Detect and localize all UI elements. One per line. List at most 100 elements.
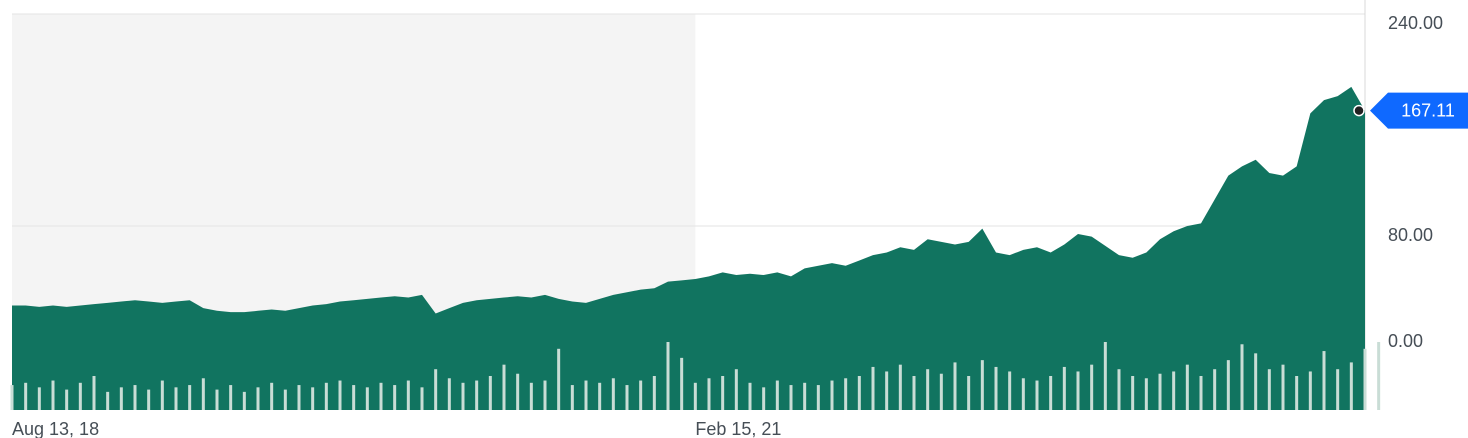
volume-bar bbox=[529, 382, 533, 410]
volume-bar bbox=[1199, 376, 1203, 410]
volume-bar bbox=[133, 385, 137, 410]
volume-bar bbox=[1336, 369, 1340, 410]
volume-bar bbox=[967, 376, 971, 410]
volume-bar bbox=[10, 385, 14, 410]
volume-bar bbox=[78, 382, 82, 410]
volume-bar bbox=[1308, 371, 1312, 410]
volume-bar bbox=[1226, 360, 1230, 410]
volume-bar bbox=[912, 376, 916, 410]
y-tick-label: 240.00 bbox=[1388, 13, 1443, 33]
x-tick-label: Feb 15, 21 bbox=[695, 419, 781, 438]
volume-bar bbox=[24, 382, 28, 410]
volume-bar bbox=[871, 366, 875, 410]
volume-bar bbox=[1322, 351, 1326, 410]
volume-bar bbox=[1144, 378, 1148, 410]
volume-bar bbox=[734, 369, 738, 410]
volume-bar bbox=[447, 378, 451, 410]
volume-bar bbox=[1240, 344, 1244, 410]
volume-bar bbox=[994, 366, 998, 410]
y-tick-label: 0.00 bbox=[1388, 331, 1423, 351]
volume-bar bbox=[256, 387, 260, 410]
volume-bar bbox=[37, 387, 41, 410]
volume-bar bbox=[652, 376, 656, 410]
y-tick-label: 80.00 bbox=[1388, 225, 1433, 245]
volume-bar bbox=[666, 342, 670, 410]
volume-bar bbox=[1131, 376, 1135, 410]
volume-bar bbox=[598, 382, 602, 410]
volume-bar bbox=[229, 385, 233, 410]
volume-bar bbox=[1090, 364, 1094, 410]
price-badge bbox=[1370, 92, 1468, 129]
volume-bar bbox=[885, 371, 889, 410]
volume-bar bbox=[625, 385, 629, 410]
volume-bar bbox=[297, 385, 301, 410]
volume-bar bbox=[1158, 373, 1162, 410]
volume-bar bbox=[174, 387, 178, 410]
volume-bar bbox=[803, 382, 807, 410]
volume-bar bbox=[707, 378, 711, 410]
volume-bar bbox=[857, 376, 861, 410]
volume-bar bbox=[775, 380, 779, 410]
volume-bar bbox=[570, 385, 574, 410]
volume-bar bbox=[434, 369, 438, 410]
volume-bar bbox=[147, 389, 151, 410]
volume-bar bbox=[762, 387, 766, 410]
volume-bar bbox=[543, 380, 547, 410]
volume-bar bbox=[65, 389, 69, 410]
volume-bar bbox=[393, 385, 397, 410]
volume-bar bbox=[1076, 371, 1080, 410]
volume-bar bbox=[1295, 376, 1299, 410]
volume-bar bbox=[1281, 364, 1285, 410]
volume-bar bbox=[461, 382, 465, 410]
volume-bar bbox=[502, 364, 506, 410]
volume-bar bbox=[1185, 364, 1189, 410]
volume-bar bbox=[270, 382, 274, 410]
x-tick-label: Aug 13, 18 bbox=[12, 419, 99, 438]
volume-bar bbox=[215, 389, 219, 410]
price-badge-label: 167.11 bbox=[1401, 100, 1455, 120]
volume-bar bbox=[680, 357, 684, 410]
volume-bar bbox=[1062, 366, 1066, 410]
volume-bar bbox=[283, 389, 287, 410]
volume-bar bbox=[119, 387, 123, 410]
volume-bar bbox=[844, 378, 848, 410]
volume-bar bbox=[953, 362, 957, 410]
price-area bbox=[12, 86, 1365, 410]
volume-bar bbox=[1363, 348, 1367, 410]
volume-bar bbox=[939, 373, 943, 410]
volume-bar bbox=[406, 380, 410, 410]
volume-bar bbox=[926, 369, 930, 410]
volume-bar bbox=[311, 387, 315, 410]
volume-bar bbox=[488, 376, 492, 410]
volume-bar bbox=[693, 382, 697, 410]
volume-bar bbox=[1377, 342, 1381, 410]
volume-bar bbox=[557, 348, 561, 410]
volume-bar bbox=[106, 391, 110, 410]
volume-bar bbox=[748, 382, 752, 410]
volume-bar bbox=[1254, 353, 1258, 410]
volume-bar bbox=[420, 387, 424, 410]
volume-bar bbox=[584, 380, 588, 410]
volume-bar bbox=[1349, 362, 1353, 410]
last-point bbox=[1353, 104, 1365, 117]
volume-bar bbox=[816, 385, 820, 410]
volume-bar bbox=[980, 360, 984, 410]
volume-bar bbox=[1267, 369, 1271, 410]
volume-bar bbox=[188, 385, 192, 410]
volume-bar bbox=[789, 385, 793, 410]
volume-bar bbox=[639, 380, 643, 410]
volume-bar bbox=[1008, 371, 1012, 410]
volume-bar bbox=[898, 364, 902, 410]
volume-bar bbox=[160, 380, 164, 410]
volume-bar bbox=[611, 378, 615, 410]
volume-bar bbox=[1213, 369, 1217, 410]
volume-bar bbox=[338, 380, 342, 410]
volume-bar bbox=[352, 385, 356, 410]
volume-bar bbox=[516, 373, 520, 410]
volume-bar bbox=[379, 382, 383, 410]
volume-bar bbox=[1117, 369, 1121, 410]
volume-bar bbox=[51, 380, 55, 410]
volume-bar bbox=[365, 387, 369, 410]
volume-bar bbox=[721, 376, 725, 410]
